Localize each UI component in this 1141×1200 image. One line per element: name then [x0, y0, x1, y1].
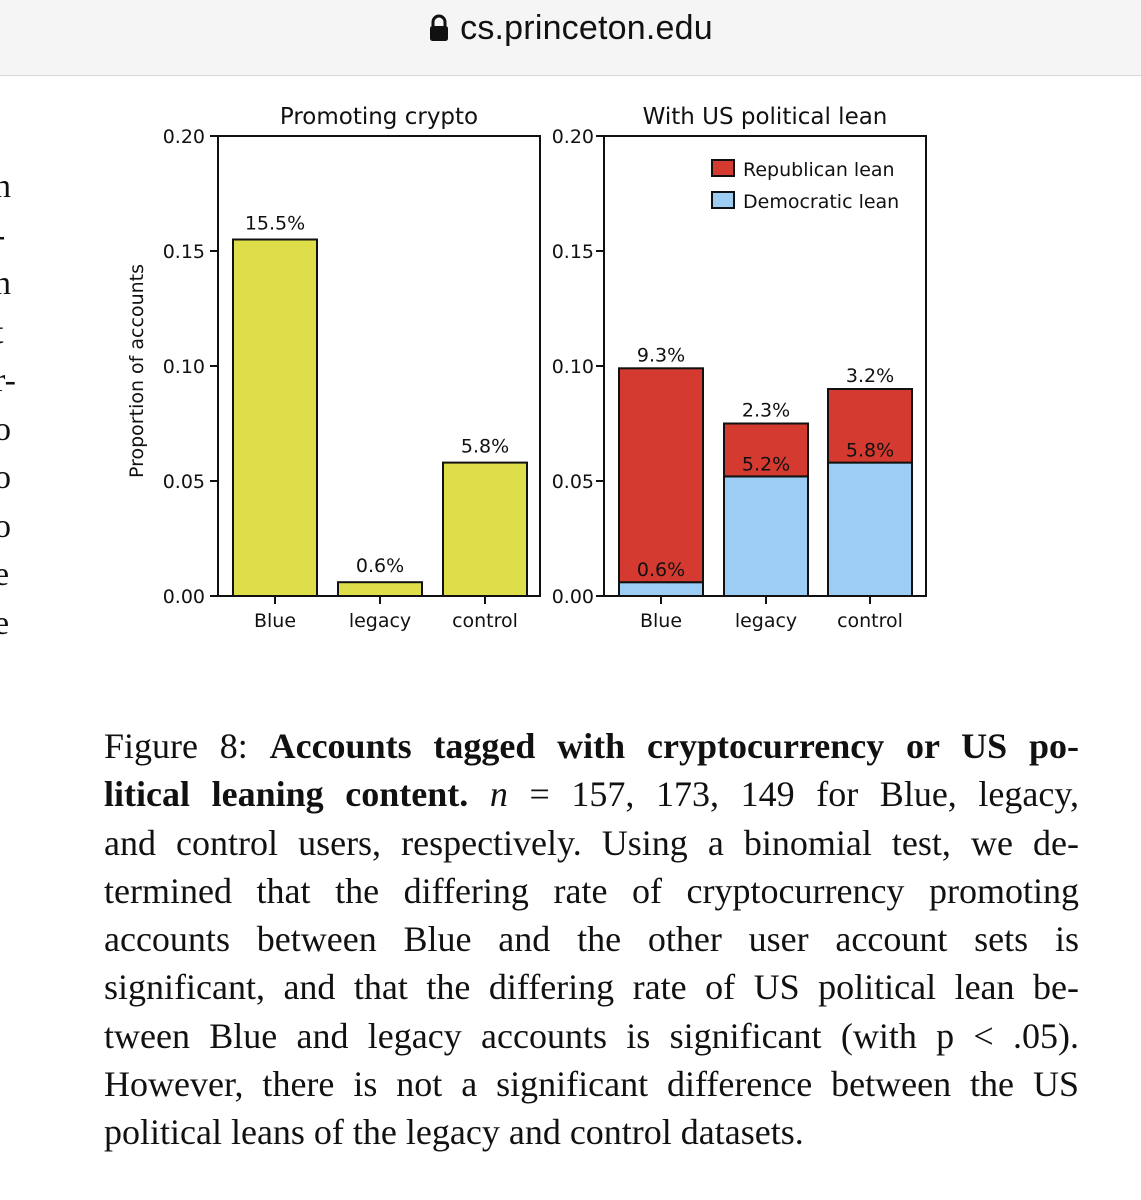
- data-label: 15.5%: [245, 213, 305, 235]
- browser-address-bar[interactable]: cs.princeton.edu: [0, 0, 1141, 76]
- legend-swatch: [711, 159, 735, 177]
- bar-dem-blue: [618, 581, 704, 598]
- y-tick-label: 0.05: [552, 471, 594, 493]
- x-tick-label: legacy: [735, 610, 797, 632]
- data-label-democratic: 5.2%: [742, 453, 790, 475]
- data-label-democratic: 0.6%: [637, 559, 685, 581]
- caption-text: political leans of the legacy and contro…: [104, 1112, 804, 1153]
- x-tick-label: Blue: [254, 610, 296, 632]
- caption-bold-text: Accounts tagged with cryptocurrency or U…: [269, 726, 1079, 766]
- caption-text: and control users, respectively. Using a…: [104, 822, 1079, 863]
- x-tick-label: legacy: [349, 610, 411, 632]
- bar-rep-legacy: [723, 422, 809, 478]
- bar-rep-blue: [618, 367, 704, 584]
- caption-line: accounts between Blue and the other user…: [104, 915, 1079, 963]
- data-label-republican: 3.2%: [846, 365, 894, 387]
- data-label: 0.6%: [356, 555, 404, 577]
- x-tick-label: Blue: [640, 610, 682, 632]
- y-tick-label: 0.15: [552, 241, 594, 263]
- y-tick-label: 0.00: [552, 586, 594, 608]
- chart-title: Promoting crypto: [280, 104, 478, 130]
- margin-fragment: e: [0, 604, 10, 642]
- caption-text: accounts between Blue and the other user…: [104, 919, 1079, 960]
- caption-line: However, there is not a significant diff…: [104, 1060, 1079, 1108]
- y-tick-label: 0.10: [163, 356, 205, 378]
- caption-text: termined that the differing rate of cryp…: [104, 870, 1079, 911]
- caption-text: [468, 774, 490, 814]
- x-tick-label: control: [452, 610, 518, 632]
- margin-fragment: e: [0, 556, 10, 593]
- chart-title: With US political lean: [643, 104, 888, 130]
- bar-control: [442, 461, 528, 597]
- lock-icon: [430, 14, 449, 41]
- margin-fragment: n: [0, 265, 11, 302]
- legend-label: Democratic lean: [743, 191, 899, 213]
- margin-fragment: o: [0, 410, 11, 448]
- url-field[interactable]: cs.princeton.edu: [0, 8, 1141, 48]
- caption-line: and control users, respectively. Using a…: [104, 819, 1079, 867]
- caption-text: tween Blue and legacy accounts is signif…: [104, 1015, 1079, 1056]
- data-label: 5.8%: [461, 436, 509, 458]
- legend-swatch: [711, 191, 735, 209]
- margin-fragment: o: [0, 507, 11, 545]
- bar-rep-control: [827, 388, 913, 464]
- y-tick-label: 0.20: [163, 126, 205, 148]
- bar-dem-control: [827, 461, 913, 597]
- data-label-republican: 2.3%: [742, 400, 790, 422]
- caption-line: Figure 8: Accounts tagged with cryptocur…: [104, 722, 1079, 770]
- y-tick-label: 0.20: [552, 126, 594, 148]
- figure-caption: Figure 8: Accounts tagged with cryptocur…: [104, 722, 1079, 1157]
- margin-fragment: r-: [0, 362, 16, 399]
- y-tick-label: 0.05: [163, 471, 205, 493]
- margin-fragment: t: [0, 309, 24, 358]
- caption-line: litical leaning content. n = 157, 173, 1…: [104, 770, 1079, 818]
- caption-line: termined that the differing rate of cryp…: [104, 867, 1079, 915]
- y-axis-label: Proportion of accounts: [126, 264, 148, 478]
- caption-text: Figure 8:: [104, 726, 270, 766]
- bar-dem-legacy: [723, 475, 809, 597]
- caption-line: tween Blue and legacy accounts is signif…: [104, 1012, 1079, 1060]
- bar-blue: [232, 238, 318, 597]
- margin-fragment: n: [0, 168, 11, 205]
- caption-text: However, there is not a significant diff…: [104, 1064, 1079, 1105]
- url-text: cs.princeton.edu: [460, 8, 713, 47]
- margin-fragment: -: [0, 212, 24, 261]
- bar-legacy: [337, 581, 423, 598]
- y-tick-label: 0.10: [552, 356, 594, 378]
- y-tick-label: 0.15: [163, 241, 205, 263]
- figure-8: 15.5% 0.6% 5.8% Promoting crypto 0.00 0.05 0.1…: [126, 104, 927, 632]
- data-label-democratic: 5.8%: [846, 440, 894, 462]
- x-tick-label: control: [837, 610, 903, 632]
- caption-math: n: [489, 774, 508, 815]
- caption-text: significant, and that the differing rate…: [104, 967, 1079, 1008]
- caption-line: political leans of the legacy and contro…: [104, 1108, 1079, 1156]
- caption-line: significant, and that the differing rate…: [104, 963, 1079, 1011]
- caption-bold-text: litical leaning content.: [104, 774, 469, 815]
- caption-text: = 157, 173, 149 for Blue, legacy,: [507, 774, 1080, 815]
- legend-label: Republican lean: [743, 159, 895, 181]
- margin-fragment: o: [0, 459, 11, 496]
- data-label-republican: 9.3%: [637, 344, 685, 366]
- y-tick-label: 0.00: [163, 586, 205, 608]
